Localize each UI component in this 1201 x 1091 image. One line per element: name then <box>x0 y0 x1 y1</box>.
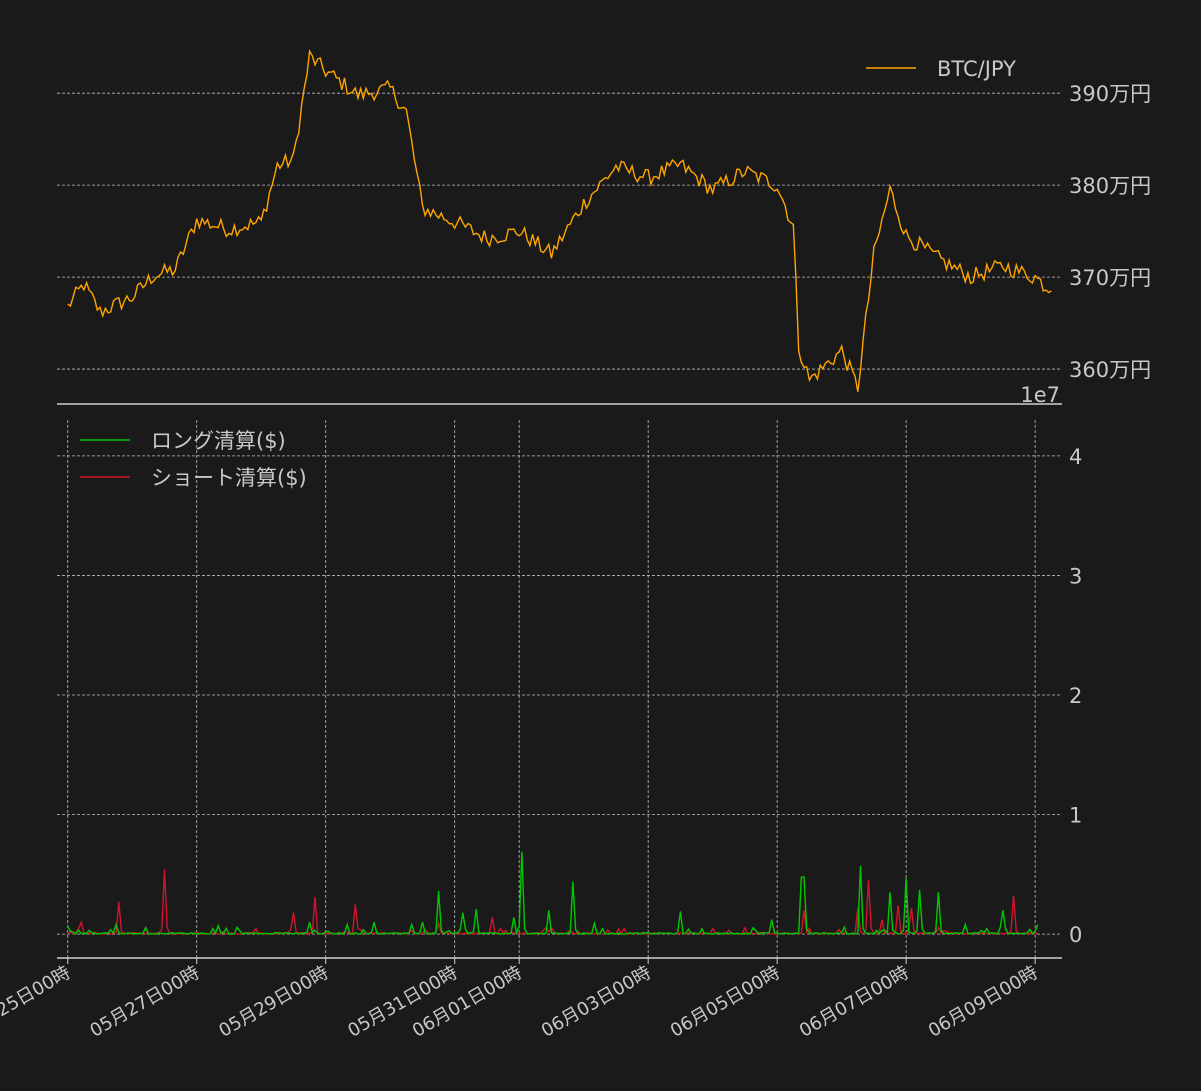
liquidation-y-ticks: 0 1 2 3 4 <box>1069 445 1082 947</box>
price-y-ticks: 360万円 370万円 380万円 390万円 <box>1069 82 1151 382</box>
short-liquidation-line <box>67 869 1039 936</box>
liquidation-y-tick-label: 2 <box>1069 684 1082 708</box>
price-y-tick-label: 370万円 <box>1069 266 1151 290</box>
liquidation-y-tick-label: 4 <box>1069 445 1082 469</box>
price-lines <box>67 49 1052 392</box>
price-panel: 360万円 370万円 380万円 390万円 1e7 BTC/JPY <box>57 49 1151 407</box>
legend-short-label: ショート清算($) <box>151 466 307 490</box>
price-y-tick-label: 390万円 <box>1069 82 1151 106</box>
liquidation-lines <box>67 851 1039 936</box>
price-y-tick-label: 360万円 <box>1069 358 1151 382</box>
liquidation-y-tick-label: 1 <box>1069 804 1082 828</box>
liquidation-y-tick-label: 0 <box>1069 923 1082 947</box>
liquidation-y-tick-label: 3 <box>1069 564 1082 588</box>
price-grid <box>57 92 1062 370</box>
long-liquidation-line <box>67 851 1039 936</box>
price-legend: BTC/JPY <box>866 57 1016 81</box>
price-offset-text: 1e7 <box>1020 383 1060 407</box>
liquidation-legend: ロング清算($) ショート清算($) <box>80 429 307 490</box>
btc-price-line <box>67 49 1052 392</box>
liquidation-grid <box>57 420 1062 958</box>
legend-btc-label: BTC/JPY <box>937 57 1016 81</box>
legend-long-label: ロング清算($) <box>151 429 286 453</box>
price-y-tick-label: 380万円 <box>1069 174 1151 198</box>
